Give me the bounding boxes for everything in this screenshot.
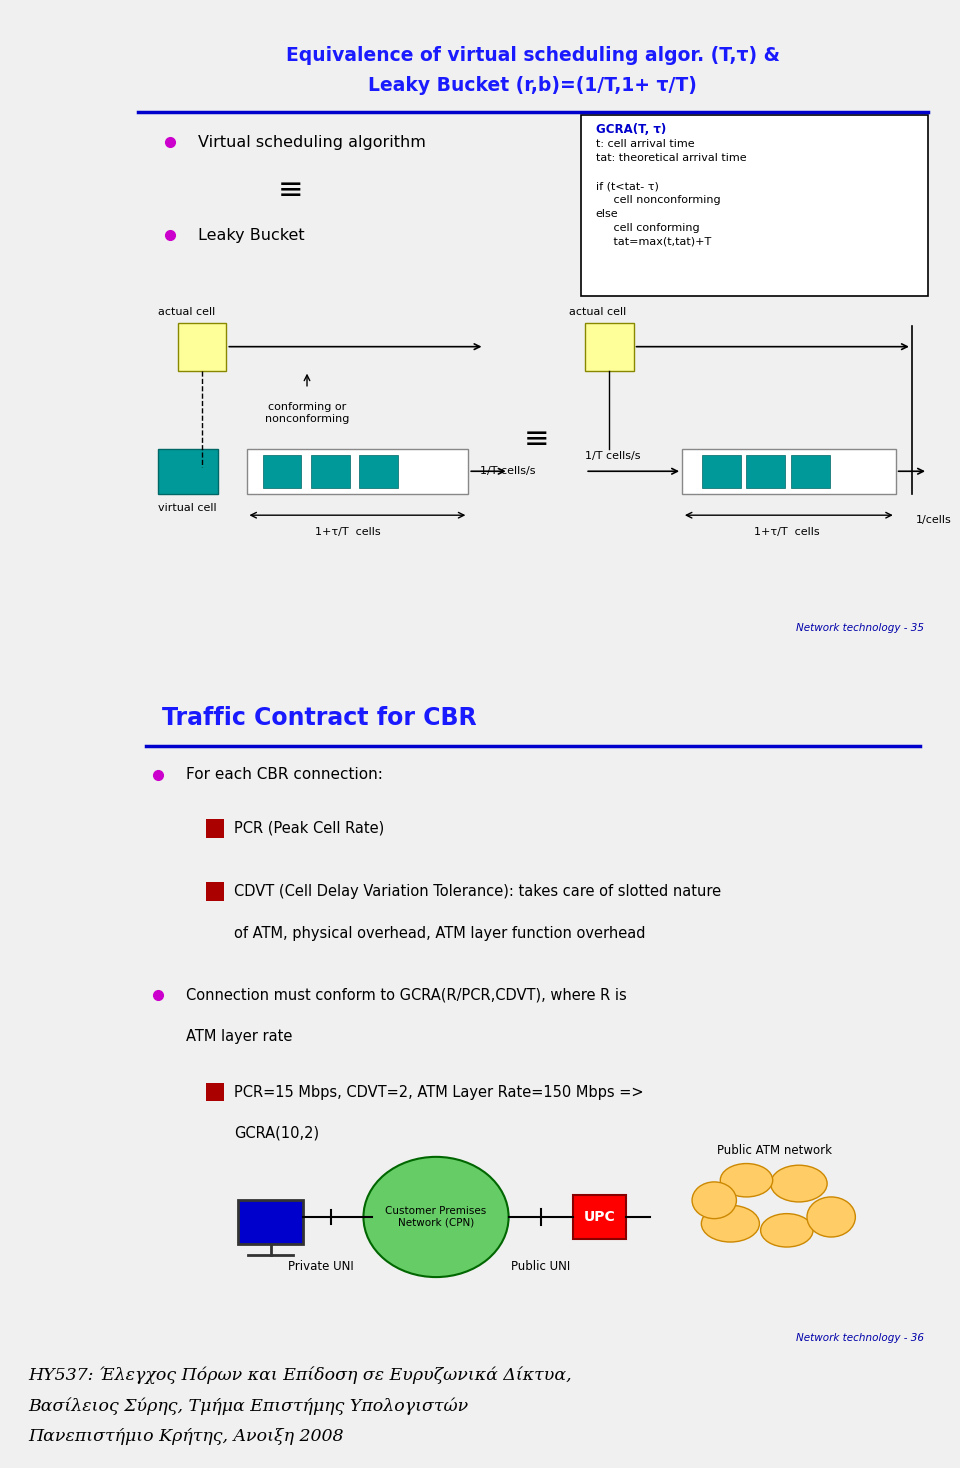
Text: if (t<tat- τ): if (t<tat- τ)	[596, 181, 659, 191]
Text: PCR=15 Mbps, CDVT=2, ATM Layer Rate=150 Mbps =>: PCR=15 Mbps, CDVT=2, ATM Layer Rate=150 …	[234, 1085, 644, 1100]
FancyBboxPatch shape	[247, 449, 468, 495]
Ellipse shape	[807, 1196, 855, 1238]
Text: Private UNI: Private UNI	[288, 1261, 353, 1273]
Text: t: cell arrival time: t: cell arrival time	[596, 139, 694, 150]
Ellipse shape	[692, 1182, 736, 1218]
Text: PCR (Peak Cell Rate): PCR (Peak Cell Rate)	[234, 821, 385, 835]
Text: virtual cell: virtual cell	[157, 504, 216, 514]
FancyBboxPatch shape	[573, 1195, 626, 1239]
FancyBboxPatch shape	[586, 323, 634, 371]
Text: 1/T cells/s: 1/T cells/s	[586, 451, 640, 461]
Text: Equivalence of virtual scheduling algor. (T,τ) &: Equivalence of virtual scheduling algor.…	[286, 46, 780, 65]
Ellipse shape	[771, 1166, 828, 1202]
Text: Public UNI: Public UNI	[512, 1261, 570, 1273]
FancyBboxPatch shape	[263, 455, 301, 487]
FancyBboxPatch shape	[682, 449, 896, 495]
FancyBboxPatch shape	[791, 455, 829, 487]
Text: Customer Premises
Network (CPN): Customer Premises Network (CPN)	[385, 1207, 487, 1227]
Text: GCRA(T, τ): GCRA(T, τ)	[596, 123, 666, 135]
Ellipse shape	[702, 1205, 759, 1242]
Text: ATM layer rate: ATM layer rate	[186, 1029, 293, 1044]
Text: cell conforming: cell conforming	[596, 223, 699, 233]
Text: 1+τ/T  cells: 1+τ/T cells	[315, 527, 380, 537]
Text: of ATM, physical overhead, ATM layer function overhead: of ATM, physical overhead, ATM layer fun…	[234, 926, 646, 941]
Text: 1/cells: 1/cells	[916, 515, 951, 526]
FancyBboxPatch shape	[311, 455, 349, 487]
FancyBboxPatch shape	[747, 455, 785, 487]
FancyBboxPatch shape	[157, 449, 218, 495]
Text: tat=max(t,tat)+T: tat=max(t,tat)+T	[596, 236, 711, 247]
Text: Πανεπιστήμιο Κρήτης, Ανοιξη 2008: Πανεπιστήμιο Κρήτης, Ανοιξη 2008	[29, 1428, 344, 1445]
Text: cell nonconforming: cell nonconforming	[596, 195, 720, 206]
Text: tat: theoretical arrival time: tat: theoretical arrival time	[596, 153, 746, 163]
Bar	[206, 819, 224, 838]
Text: Network technology - 35: Network technology - 35	[796, 622, 924, 633]
FancyBboxPatch shape	[238, 1201, 303, 1243]
Text: ≡: ≡	[524, 426, 549, 455]
Text: ≡: ≡	[278, 176, 303, 204]
Bar	[206, 1083, 224, 1101]
Text: Virtual scheduling algorithm: Virtual scheduling algorithm	[198, 135, 426, 150]
FancyBboxPatch shape	[702, 455, 741, 487]
Text: GCRA(10,2): GCRA(10,2)	[234, 1126, 320, 1141]
Ellipse shape	[760, 1214, 813, 1246]
Ellipse shape	[364, 1157, 509, 1277]
Text: For each CBR connection:: For each CBR connection:	[186, 768, 383, 782]
Text: HY537: Έλεγχος Πόρων και Επίδοση σε Ευρυζωνικά Δίκτυα,: HY537: Έλεγχος Πόρων και Επίδοση σε Ευρυ…	[29, 1367, 572, 1384]
Text: 1/T cells/s: 1/T cells/s	[480, 467, 536, 476]
Text: Connection must conform to GCRA(R/PCR,CDVT), where R is: Connection must conform to GCRA(R/PCR,CD…	[186, 988, 627, 1003]
Text: 1+τ/T  cells: 1+τ/T cells	[754, 527, 820, 537]
FancyBboxPatch shape	[178, 323, 227, 371]
Text: actual cell: actual cell	[157, 307, 215, 317]
FancyBboxPatch shape	[359, 455, 398, 487]
Text: else: else	[596, 208, 618, 219]
Text: Βασίλειος Σύρης, Τμήμα Επιστήμης Υπολογιστών: Βασίλειος Σύρης, Τμήμα Επιστήμης Υπολογι…	[29, 1398, 468, 1415]
Text: Leaky Bucket (r,b)=(1/T,1+ τ/T): Leaky Bucket (r,b)=(1/T,1+ τ/T)	[369, 76, 697, 95]
Text: Leaky Bucket: Leaky Bucket	[198, 228, 304, 242]
Ellipse shape	[720, 1164, 773, 1196]
Text: Public ATM network: Public ATM network	[717, 1144, 832, 1157]
Text: UPC: UPC	[584, 1210, 615, 1224]
Text: Network technology - 36: Network technology - 36	[796, 1333, 924, 1343]
Bar	[206, 882, 224, 901]
Text: conforming or
nonconforming: conforming or nonconforming	[265, 402, 349, 424]
Text: CDVT (Cell Delay Variation Tolerance): takes care of slotted nature: CDVT (Cell Delay Variation Tolerance): t…	[234, 884, 722, 900]
FancyBboxPatch shape	[581, 115, 928, 295]
Text: Traffic Contract for CBR: Traffic Contract for CBR	[162, 706, 476, 730]
Text: actual cell: actual cell	[569, 307, 626, 317]
